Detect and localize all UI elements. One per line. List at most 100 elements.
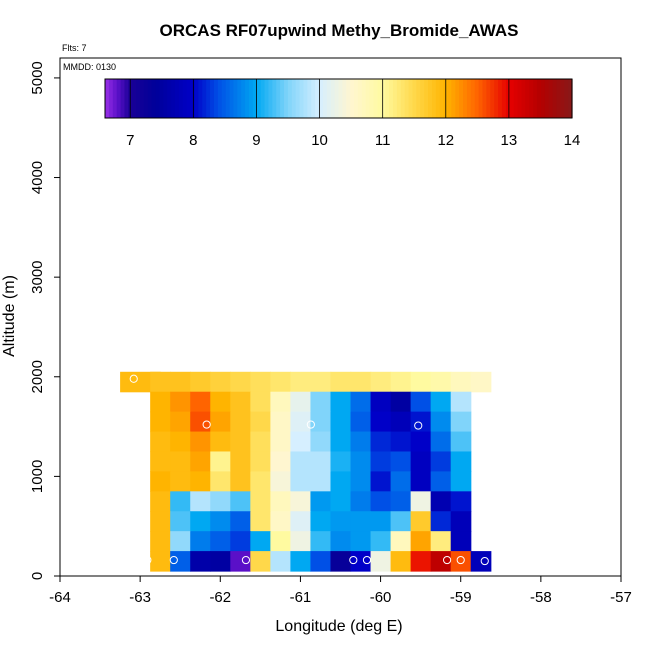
heatmap-cell: [370, 451, 392, 472]
heatmap-cell: [270, 551, 292, 572]
heatmap-cell: [310, 431, 332, 453]
colorbar-segment: [105, 79, 110, 118]
heatmap-cell: [270, 391, 292, 413]
heatmap-cell: [150, 371, 171, 393]
mmdd-annotation: MMDD: 0130: [63, 62, 116, 72]
colorbar-segment: [225, 79, 231, 118]
colorbar-segment: [284, 79, 289, 118]
heatmap-cell: [410, 531, 432, 552]
heatmap-cell: [210, 411, 231, 433]
heatmap-cell: [250, 531, 271, 552]
y-tick-label: 2000: [29, 360, 46, 393]
heatmap-cell: [230, 511, 251, 532]
heatmap-cell: [270, 531, 292, 552]
heatmap-cell: [190, 431, 211, 453]
heatmap-cell: [210, 391, 231, 413]
heatmap-cell: [370, 551, 392, 572]
colorbar-segment: [420, 79, 425, 118]
x-tick-label: -59: [450, 589, 472, 606]
heatmap-cell: [230, 531, 251, 552]
heatmap-cell: [210, 531, 231, 552]
colorbar-segment: [311, 79, 316, 118]
heatmap-cell: [190, 531, 211, 552]
colorbar-segment: [124, 79, 129, 118]
heatmap-cell: [330, 511, 352, 532]
heatmap-cell: [450, 391, 472, 413]
heatmap-cell: [450, 411, 472, 433]
heatmap-cell: [170, 471, 191, 492]
heatmap-cell: [350, 391, 372, 413]
y-tick-label: 0: [29, 572, 46, 580]
heatmap-cell: [290, 531, 312, 552]
colorbar-segment: [342, 79, 347, 118]
heatmap-cell: [410, 471, 432, 492]
colorbar-segment: [330, 79, 336, 118]
heatmap-cell: [270, 431, 292, 453]
heatmap-cell: [210, 431, 231, 453]
colorbar-segment: [486, 79, 491, 118]
sample-point: [362, 555, 372, 565]
heatmap-cell: [430, 371, 452, 393]
heatmap-cell: [150, 451, 171, 472]
colorbar-segment: [206, 79, 211, 118]
heatmap-cell: [150, 471, 171, 492]
colorbar-segment: [147, 79, 153, 118]
colorbar-segment: [167, 79, 172, 118]
heatmap-cell: [210, 511, 231, 532]
heatmap-cell: [410, 451, 432, 472]
heatmap-cell: [230, 551, 251, 572]
heatmap-cell: [430, 551, 452, 572]
heatmap-cell: [150, 511, 171, 532]
colorbar-segment: [108, 79, 114, 118]
heatmap-cell: [370, 491, 392, 512]
y-tick-label: 4000: [29, 161, 46, 194]
heatmap-cell: [170, 451, 191, 472]
heatmap-cell: [410, 391, 432, 413]
heatmap-cell: [430, 531, 452, 552]
heatmap-cell: [330, 431, 352, 453]
heatmap-cell: [350, 531, 372, 552]
colorbar-tick-label: 14: [564, 132, 581, 149]
x-axis: -64 -63 -62 -61 -60 -59 -58 -57: [49, 576, 632, 606]
colorbar-segment: [556, 79, 561, 118]
colorbar-segment: [400, 79, 406, 118]
colorbar-segment: [315, 79, 320, 118]
heatmap-cell: [270, 451, 292, 472]
heatmap-cell: [170, 511, 191, 532]
colorbar-segment: [385, 79, 390, 118]
y-tick-label: 3000: [29, 260, 46, 293]
colorbar-segment: [303, 79, 308, 118]
heatmap-cell: [230, 371, 251, 393]
colorbar-segment: [190, 79, 196, 118]
heatmap-cell: [190, 491, 211, 512]
sample-point: [202, 420, 211, 429]
heatmap-cell: [290, 431, 312, 453]
colorbar-segment: [428, 79, 433, 118]
colorbar-segment: [548, 79, 554, 118]
heatmap-cell: [190, 371, 211, 393]
colorbar-segment: [365, 79, 371, 118]
heatmap-cell: [390, 531, 412, 552]
heatmap-cell: [170, 491, 191, 512]
colorbar-segment: [455, 79, 460, 118]
sample-point: [306, 420, 315, 429]
y-axis-label: Altitude (m): [1, 275, 18, 357]
heatmap-cell: [310, 451, 332, 472]
heatmap-cell: [310, 471, 332, 492]
colorbar-segment: [136, 79, 141, 118]
heatmap-cell: [170, 431, 191, 453]
colorbar-segment: [529, 79, 534, 118]
heatmap-cell: [390, 411, 412, 433]
heatmap-cell: [150, 531, 171, 552]
colorbar-segment: [210, 79, 215, 118]
heatmap-cell: [390, 431, 412, 453]
colorbar-segment: [509, 79, 515, 118]
sample-point: [480, 556, 489, 566]
chart-title: ORCAS RF07upwind Methy_Bromide_AWAS: [160, 21, 519, 40]
colorbar-segment: [552, 79, 558, 118]
colorbar-segment: [245, 79, 250, 118]
colorbar-segment: [213, 79, 219, 118]
heatmap-cell: [430, 451, 452, 472]
heatmap-cell: [290, 451, 312, 472]
